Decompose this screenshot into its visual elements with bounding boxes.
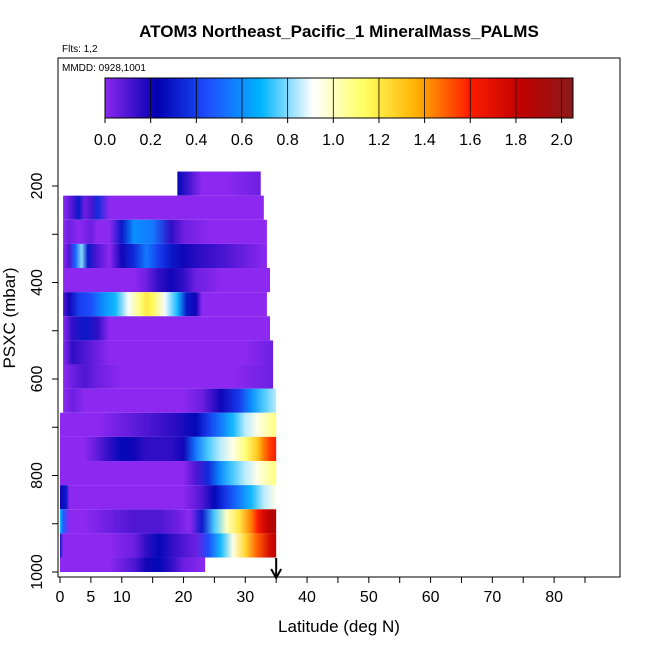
heatmap-band (60, 509, 277, 534)
colorbar-tick-label: 0.4 (185, 132, 207, 149)
heatmap-band (63, 292, 267, 317)
x-axis: 0 5 10 20 30 40 50 60 70 80 (56, 577, 586, 606)
y-tick-label: 600 (29, 366, 46, 393)
colorbar-tick-label: 0.6 (231, 132, 253, 149)
x-tick-label: 40 (298, 589, 316, 606)
colorbar-tick-label: 1.2 (368, 132, 390, 149)
flights-note: Flts: 1,2 (62, 44, 98, 55)
x-tick-label: 0 (56, 589, 65, 606)
y-axis-label: PSXC (mbar) (0, 267, 19, 368)
colorbar-tick-label: 0.2 (140, 132, 162, 149)
x-tick-label: 30 (236, 589, 254, 606)
colorbar-gradient (104, 77, 574, 119)
y-tick-label: 400 (29, 269, 46, 296)
y-tick-label: 1000 (29, 554, 46, 590)
colorbar-tick-label: 0.8 (277, 132, 299, 149)
latitude-marker (270, 558, 283, 581)
heatmap (60, 171, 277, 572)
y-tick-label: 800 (29, 462, 46, 489)
x-axis-label: Latitude (deg N) (278, 617, 400, 636)
heatmap-band (177, 171, 261, 196)
x-tick-label: 20 (175, 589, 193, 606)
heatmap-band (63, 219, 267, 244)
x-tick-label: 80 (545, 589, 563, 606)
chart-title: ATOM3 Northeast_Pacific_1 MineralMass_PA… (139, 22, 539, 41)
heatmap-band (63, 316, 271, 341)
heatmap-band (63, 340, 274, 365)
heatmap-band (63, 195, 264, 220)
colorbar: 0.0 0.2 0.4 0.6 0.8 1.0 1.2 1.4 1.6 1.8 2.0 (94, 77, 574, 149)
colorbar-tick-label: 2.0 (550, 132, 572, 149)
date-note: MMDD: 0928,1001 (62, 63, 146, 74)
heatmap-band (63, 243, 267, 269)
heatmap-band (60, 461, 277, 486)
heatmap-band (60, 412, 277, 437)
heatmap-band (63, 388, 277, 413)
x-tick-label: 5 (86, 589, 95, 606)
plot-frame (57, 57, 621, 578)
heatmap-band (63, 268, 271, 293)
heatmap-band (63, 364, 274, 389)
x-tick-label: 10 (113, 589, 131, 606)
y-tick-label: 200 (29, 173, 46, 200)
heatmap-band (60, 485, 277, 510)
x-tick-label: 50 (360, 589, 378, 606)
heatmap-band (60, 436, 277, 462)
heatmap-band (60, 557, 206, 572)
colorbar-tick-label: 0.0 (94, 132, 116, 149)
x-tick-label: 70 (483, 589, 501, 606)
heatmap-band (60, 533, 277, 558)
colorbar-tick-label: 1.8 (505, 132, 527, 149)
y-axis: 200 400 600 800 1000 (29, 173, 58, 590)
colorbar-tick-label: 1.6 (459, 132, 481, 149)
x-tick-label: 60 (422, 589, 440, 606)
colorbar-tick-label: 1.0 (322, 132, 344, 149)
colorbar-tick-label: 1.4 (413, 132, 435, 149)
